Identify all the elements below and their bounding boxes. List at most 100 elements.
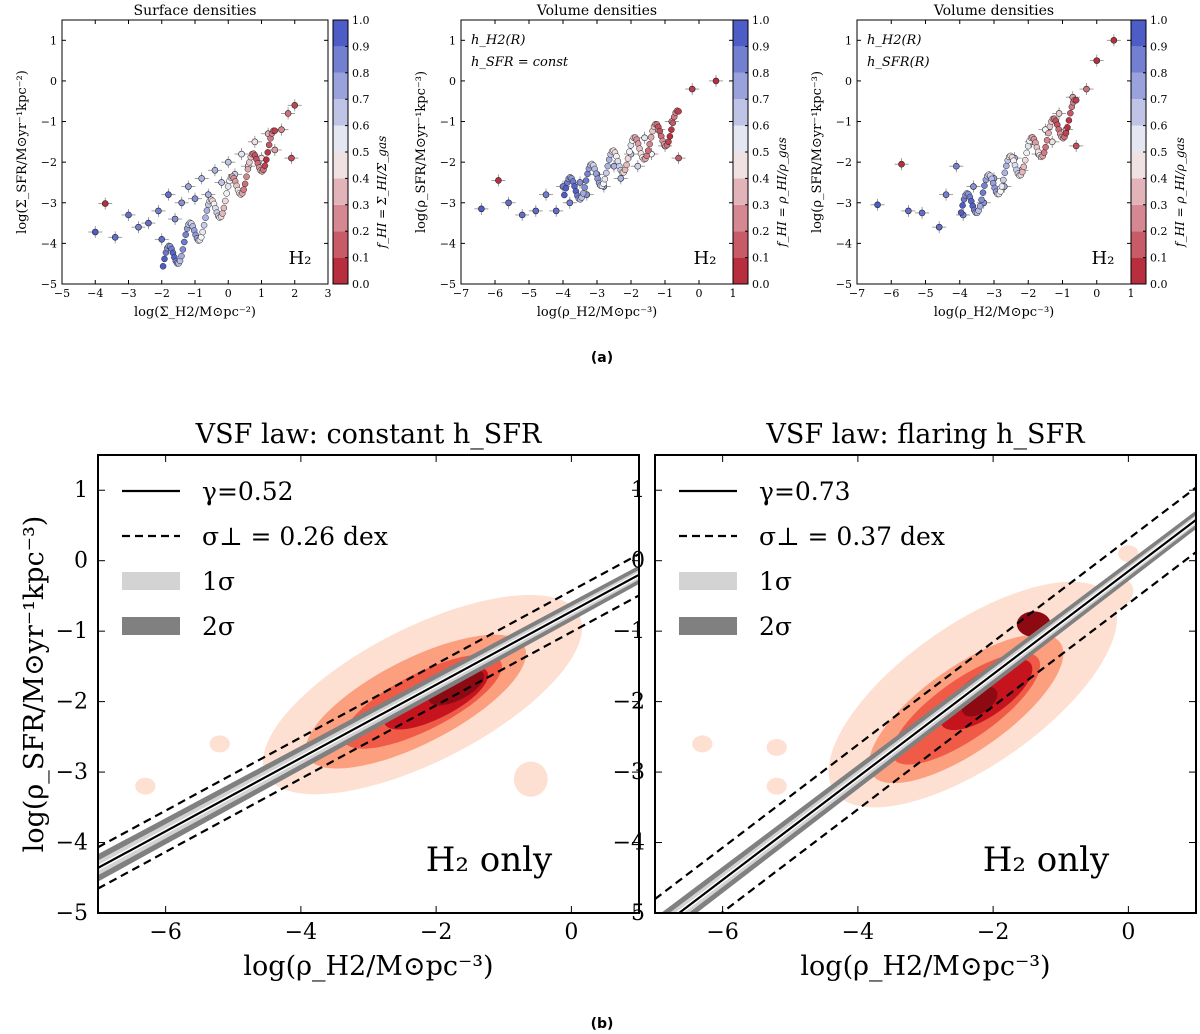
colorbar-segment bbox=[1131, 20, 1146, 47]
data-point bbox=[182, 231, 189, 238]
chart-text-line: h_H2(R) bbox=[471, 33, 525, 48]
colorbar-segment bbox=[733, 178, 748, 205]
chart-title: VSF law: constant h_SFR bbox=[195, 419, 542, 450]
legend-label: γ=0.73 bbox=[759, 477, 851, 506]
colorbar-tick-label: 0.4 bbox=[352, 172, 370, 185]
colorbar-segment bbox=[733, 20, 748, 47]
colorbar-segment bbox=[333, 125, 348, 152]
y-tick-label: −5 bbox=[56, 901, 88, 926]
data-point bbox=[219, 210, 226, 217]
data-point bbox=[271, 127, 279, 135]
y-tick-label: 1 bbox=[631, 478, 645, 503]
x-tick-label: −6 bbox=[487, 287, 503, 300]
chart-title: Volume densities bbox=[536, 3, 657, 19]
colorbar-tick-label: 0.8 bbox=[1150, 67, 1168, 80]
y-tick-label: 0 bbox=[449, 75, 456, 88]
data-point bbox=[644, 147, 652, 154]
y-tick-label: −2 bbox=[41, 156, 57, 169]
legend-label: 2σ bbox=[759, 612, 792, 641]
chart-text-line: h_H2(R) bbox=[867, 33, 921, 48]
x-tick-label: −5 bbox=[917, 287, 933, 300]
colorbar-segment bbox=[333, 46, 348, 73]
data-point bbox=[261, 162, 269, 169]
data-point bbox=[224, 158, 232, 166]
data-point bbox=[942, 191, 950, 198]
colorbar-tick-label: 0.7 bbox=[352, 93, 370, 106]
y-tick-label: 0 bbox=[845, 75, 852, 88]
data-point bbox=[159, 263, 167, 270]
legend-label: σ⊥ = 0.26 dex bbox=[202, 522, 388, 551]
data-point bbox=[581, 184, 588, 191]
y-tick-label: −4 bbox=[41, 237, 57, 250]
x-tick-label: 0 bbox=[696, 287, 703, 300]
x-tick-label: −4 bbox=[285, 920, 317, 945]
density-contour bbox=[513, 761, 548, 797]
colorbar-segment bbox=[333, 257, 348, 284]
plot-frame bbox=[654, 454, 1197, 914]
colorbar-segment bbox=[733, 72, 748, 100]
data-point bbox=[158, 236, 166, 243]
scatter-line bbox=[655, 486, 1196, 900]
x-tick-label: −4 bbox=[952, 287, 968, 300]
data-point bbox=[223, 190, 230, 197]
panel-b-label: (b) bbox=[591, 1016, 614, 1032]
y-tick-label: 1 bbox=[845, 34, 852, 47]
plot-area bbox=[655, 486, 1196, 913]
colorbar: 1.0 0.9 0.8 0.7 0.6 0.5 0.4 0.3 0.2 0.1 0.0 f_HI = … bbox=[1130, 14, 1187, 291]
plot-area bbox=[870, 34, 1121, 234]
data-point bbox=[1045, 129, 1052, 137]
x-tick-label: 1 bbox=[1128, 287, 1135, 300]
data-point bbox=[135, 223, 142, 231]
y-tick-label: −2 bbox=[440, 156, 456, 169]
x-tick-label: 3 bbox=[325, 287, 332, 300]
x-axis-label: log(ρ_H2/M⊙pc⁻³) bbox=[934, 305, 1054, 320]
data-point bbox=[561, 191, 568, 199]
x-tick-label: −4 bbox=[842, 920, 874, 945]
data-point bbox=[288, 154, 295, 162]
data-point bbox=[981, 182, 988, 189]
chart-annotation: H₂ only bbox=[426, 840, 553, 880]
colorbar-segment bbox=[1131, 178, 1146, 205]
colorbar-tick-label: 0.4 bbox=[1150, 172, 1168, 185]
data-point bbox=[495, 177, 502, 184]
x-tick-label: −3 bbox=[986, 287, 1002, 300]
y-tick-label: −1 bbox=[836, 116, 852, 129]
fit-line bbox=[98, 573, 639, 869]
data-point bbox=[905, 207, 912, 215]
density-contour bbox=[692, 735, 713, 753]
x-tick-label: −2 bbox=[154, 287, 170, 300]
colorbar-segment bbox=[733, 99, 748, 126]
data-point bbox=[161, 255, 168, 263]
x-tick-label: −2 bbox=[977, 920, 1009, 945]
data-point bbox=[178, 252, 185, 260]
x-tick-label: 0 bbox=[564, 920, 578, 945]
density-contour bbox=[209, 735, 230, 753]
y-tick-label: 0 bbox=[50, 75, 57, 88]
x-tick-label: −2 bbox=[623, 287, 639, 300]
chart-annotation: H₂ only bbox=[983, 840, 1110, 880]
y-axis-label: log(Σ_SFR/M⊙yr⁻¹kpc⁻²) bbox=[15, 70, 30, 234]
y-tick-label: 0 bbox=[631, 549, 645, 574]
data-point bbox=[641, 134, 648, 142]
data-point bbox=[205, 191, 212, 198]
colorbar-tick-label: 0.6 bbox=[1150, 120, 1168, 133]
data-point bbox=[579, 190, 587, 197]
data-point bbox=[284, 110, 292, 117]
y-tick-label: −1 bbox=[41, 116, 57, 129]
colorbar-segment bbox=[333, 20, 348, 47]
data-point bbox=[165, 191, 172, 198]
colorbar-segment bbox=[1131, 125, 1146, 152]
data-point bbox=[584, 170, 591, 178]
chart-title: VSF law: flaring h_SFR bbox=[765, 419, 1085, 450]
x-tick-label: 1 bbox=[730, 287, 737, 300]
colorbar-tick-label: 0.7 bbox=[1150, 93, 1168, 106]
data-point bbox=[601, 175, 609, 183]
legend: γ=0.52 σ⊥ = 0.26 dex 1σ 2σ bbox=[122, 477, 388, 641]
data-point bbox=[185, 183, 192, 190]
y-tick-label: −4 bbox=[836, 237, 852, 250]
x-tick-label: 1 bbox=[258, 287, 265, 300]
data-point bbox=[1072, 96, 1080, 104]
colorbar-tick-label: 0.5 bbox=[352, 146, 370, 159]
legend-label: σ⊥ = 0.37 dex bbox=[759, 522, 945, 551]
chart-annotation: H₂ bbox=[1092, 248, 1115, 269]
